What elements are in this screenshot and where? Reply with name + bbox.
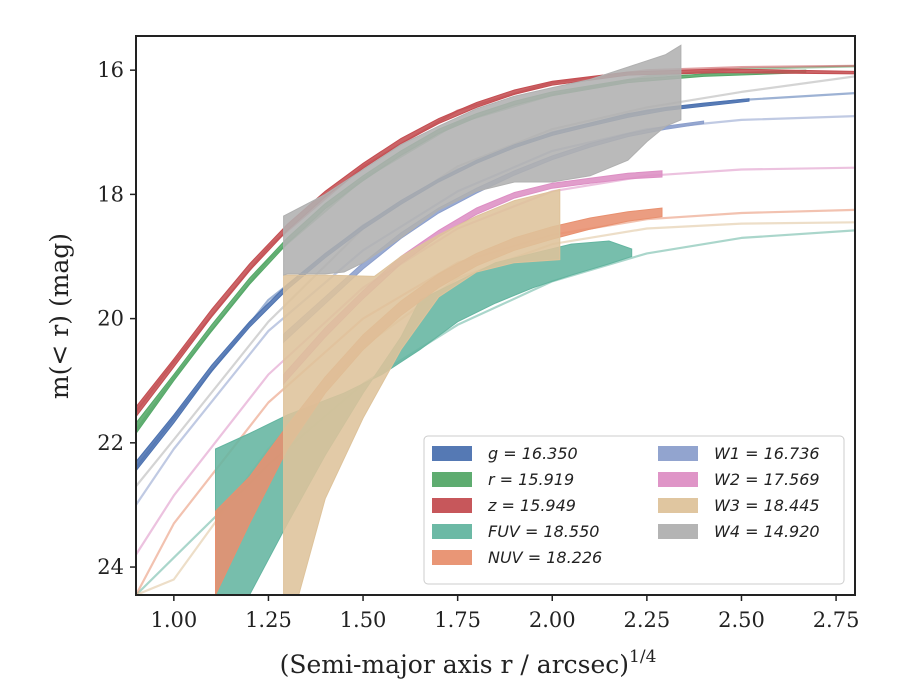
y-tick-label: 24 [97, 555, 124, 579]
legend-label-fuv: FUV = 18.550 [488, 522, 599, 541]
data-band-w3 [283, 188, 561, 595]
y-tick-label: 16 [97, 58, 124, 82]
legend-swatch-w4 [658, 524, 698, 539]
y-tick-label: 22 [97, 431, 124, 455]
plot-frame [135, 35, 856, 596]
x-tick-label: 1.75 [434, 608, 481, 632]
legend-swatch-w1 [658, 446, 698, 461]
x-tick-label: 2.50 [718, 608, 765, 632]
x-tick-label: 1.25 [245, 608, 292, 632]
legend-box [423, 435, 845, 585]
x-tick-label: 1.50 [340, 608, 387, 632]
legend-swatch-nuv [432, 550, 472, 565]
legend-swatch-w3 [658, 498, 698, 513]
x-axis-label: (Semi-major axis r / arcsec)1/4 [280, 647, 657, 679]
y-axis: 16 18 20 22 24 [97, 58, 136, 579]
legend-swatch-g [432, 446, 472, 461]
x-tick-label: 1.00 [150, 608, 197, 632]
legend-label-w2: W2 = 17.569 [714, 470, 820, 489]
model-curve-fuv [136, 229, 855, 595]
legend-label-nuv: NUV = 18.226 [488, 548, 602, 567]
x-tick-label: 2.00 [529, 608, 576, 632]
y-axis-label: m(< r) (mag) [45, 233, 74, 399]
legend-label-z: z = 15.949 [487, 496, 576, 515]
y-tick-label: 20 [97, 307, 124, 331]
legend-swatch-r [432, 472, 472, 487]
legend-label-r: r = 15.919 [488, 470, 574, 489]
x-tick-label: 2.25 [623, 608, 670, 632]
legend-swatch-fuv [432, 524, 472, 539]
legend-swatch-z [432, 498, 472, 513]
legend-label-w3: W3 = 18.445 [714, 496, 820, 515]
legend-label-w1: W1 = 16.736 [714, 444, 820, 463]
data-band-w4 [283, 44, 682, 276]
data-bands [136, 44, 855, 595]
x-tick-label: 2.75 [813, 608, 860, 632]
x-axis: 1.00 1.25 1.50 1.75 2.00 2.25 2.50 2.75 [150, 595, 859, 632]
legend-label-w4: W4 = 14.920 [714, 522, 820, 541]
legend-swatch-w2 [658, 472, 698, 487]
y-tick-label: 18 [97, 182, 124, 206]
legend: g = 16.350 r = 15.919 z = 15.949 FUV = 18.5… [423, 435, 845, 585]
legend-label-g: g = 16.350 [488, 444, 578, 463]
